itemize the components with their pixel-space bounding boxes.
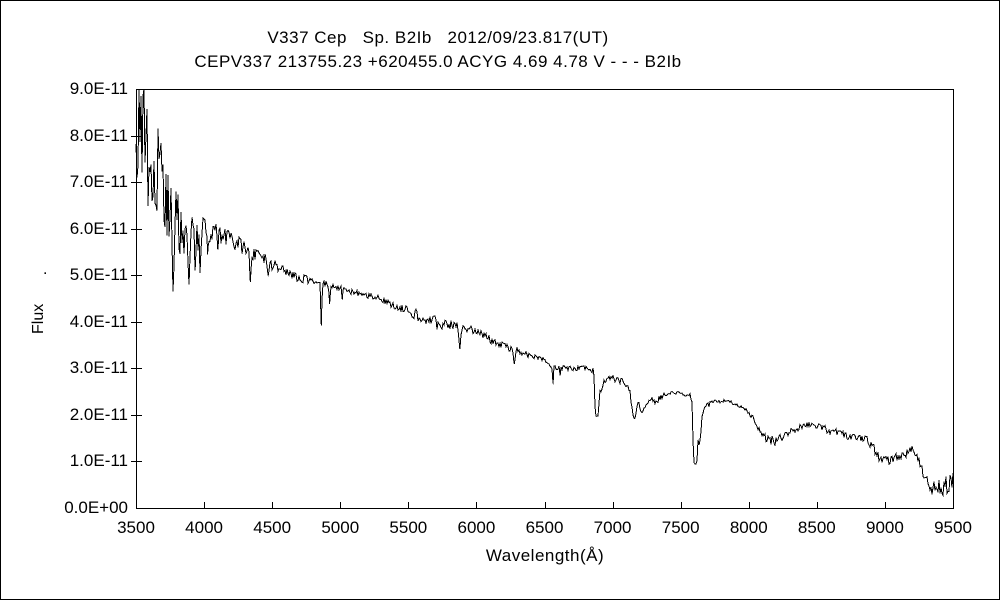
- x-tick-label: 5000: [321, 518, 360, 537]
- plot-frame: [136, 89, 954, 509]
- x-tick-label: 7000: [593, 518, 632, 537]
- x-tick-label: 3500: [117, 518, 155, 537]
- x-tick-label: 4000: [185, 518, 223, 537]
- x-tick-label: 7500: [661, 518, 700, 537]
- y-tick-label: 4.0E-11: [69, 311, 128, 331]
- flux-axis-dot: .: [43, 261, 48, 278]
- x-tick-label: 9500: [934, 518, 972, 537]
- x-tick-label: 5500: [389, 518, 428, 537]
- y-tick-label: 2.0E-11: [69, 404, 128, 424]
- chart-title: V337 Cep Sp. B2Ib 2012/09/23.817(UT): [267, 28, 609, 47]
- y-tick-label: 1.0E-11: [69, 451, 128, 471]
- y-tick-label: 7.0E-11: [69, 172, 128, 192]
- y-axis-label: Flux: [30, 303, 47, 334]
- y-tick-label: 9.0E-11: [69, 79, 128, 98]
- y-tick-label: 3.0E-11: [69, 358, 128, 378]
- y-tick-label: 8.0E-11: [69, 125, 128, 145]
- x-tick-label: 8000: [729, 518, 768, 537]
- x-tick-label: 8500: [797, 518, 836, 537]
- spectrum-plot-svg: [131, 89, 954, 509]
- y-tick-label: 6.0E-11: [69, 218, 128, 238]
- x-tick-label: 9000: [865, 518, 904, 537]
- x-tick-label: 4500: [253, 518, 292, 537]
- x-axis-label: Wavelength(Å): [485, 546, 605, 565]
- y-tick-label: 0.0E+00: [64, 498, 128, 517]
- y-tick-label: 5.0E-11: [69, 265, 128, 285]
- spectrum-curve: [135, 89, 954, 498]
- x-tick-label: 6500: [525, 518, 564, 537]
- x-tick-label: 6000: [457, 518, 496, 537]
- chart-subtitle-catalog-line: CEPV337 213755.23 +620455.0 ACYG 4.69 4.…: [194, 52, 682, 71]
